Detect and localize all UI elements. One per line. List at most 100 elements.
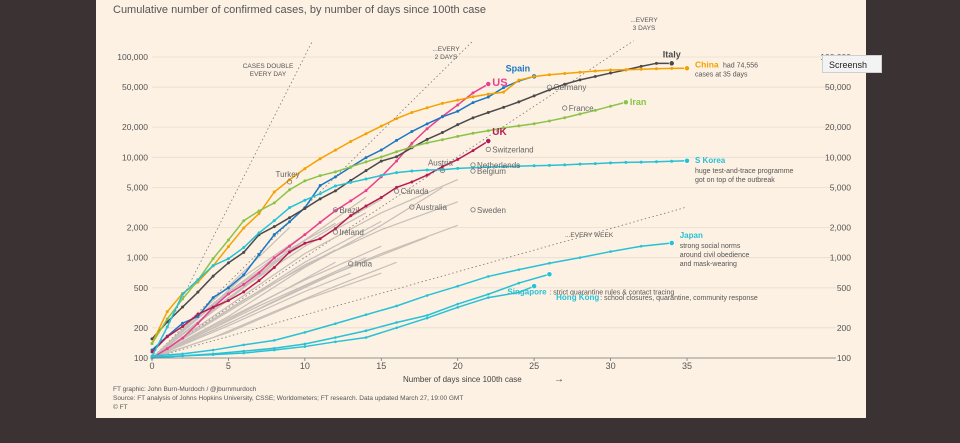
series-point-uk	[242, 290, 246, 294]
y-tick-label-left: 200	[134, 323, 148, 333]
series-point-china	[670, 66, 674, 70]
grey-label-france: France	[569, 104, 594, 113]
series-point-japan	[609, 250, 612, 253]
series-point-china	[486, 92, 490, 96]
series-point-us	[288, 244, 292, 248]
grey-label-netherlands: Netherlands	[477, 161, 520, 170]
series-point-japan	[211, 348, 215, 352]
series-point-us	[410, 141, 414, 145]
x-tick-label: 10	[300, 361, 310, 371]
series-point-japan	[639, 244, 643, 248]
screenshot-tab[interactable]: Screensh	[822, 55, 882, 73]
x-tick-label: 15	[376, 361, 386, 371]
series-point-italy	[425, 137, 429, 141]
series-point-italy	[440, 131, 444, 135]
series-point-italy	[303, 207, 307, 211]
series-point-japan	[517, 268, 521, 271]
series-point-china	[242, 226, 246, 230]
series-point-s-korea	[333, 184, 337, 188]
series-point-hong-kong	[456, 306, 460, 309]
series-point-japan	[425, 294, 429, 297]
series-label-singapore: Singapore	[507, 287, 547, 296]
x-tick-label: 0	[149, 361, 154, 371]
series-point-s-korea	[379, 173, 383, 177]
grey-endpoint-turkey	[286, 179, 293, 185]
series-point-singapore	[334, 336, 337, 339]
y-tick-label-right: 10,000	[825, 152, 851, 162]
series-point-singapore	[486, 292, 490, 296]
series-point-uk	[181, 325, 185, 329]
series-endpoint-italy	[668, 60, 675, 67]
x-tick-label: 35	[682, 361, 692, 371]
series-point-us	[471, 91, 475, 95]
y-tick-label-left: 2,000	[127, 222, 149, 232]
y-tick-label-left: 100	[134, 353, 148, 363]
grey-endpoint-canada	[393, 188, 400, 194]
series-point-iran	[226, 238, 230, 242]
series-point-spain	[486, 95, 490, 99]
series-point-us	[242, 282, 246, 286]
series-annotation-china: cases at 35 days	[695, 71, 748, 78]
series-point-spain	[410, 130, 414, 134]
series-point-uk	[410, 180, 414, 184]
grey-series-line	[151, 201, 458, 359]
series-point-s-korea	[226, 257, 230, 261]
series-point-italy	[379, 159, 383, 163]
grey-endpoint-switzerland	[485, 146, 491, 152]
grey-series-line	[151, 179, 458, 359]
grey-endpoint-india	[348, 261, 354, 267]
series-point-s-korea	[502, 165, 506, 169]
series-endpoint-s-korea	[684, 157, 690, 164]
series-annotation-singapore: : strict quarantine rules & contact trac…	[549, 289, 674, 296]
series-point-italy	[517, 100, 521, 104]
series-point-uk	[318, 237, 322, 241]
x-axis-label: Number of days since 100th case	[403, 375, 522, 384]
series-endpoint-us	[485, 81, 492, 87]
series-point-iran	[303, 179, 307, 183]
series-label-iran: Iran	[630, 97, 647, 107]
series-point-iran	[532, 122, 536, 126]
series-point-italy	[456, 123, 460, 127]
series-point-japan	[242, 343, 246, 347]
series-point-uk	[395, 185, 399, 189]
grey-label-australia: Australia	[416, 203, 448, 212]
series-point-us	[333, 209, 337, 213]
grey-series-line	[151, 272, 351, 359]
series-point-china	[379, 124, 383, 128]
x-tick-label: 30	[606, 361, 616, 371]
series-point-china	[547, 73, 551, 77]
series-point-iran	[211, 257, 215, 261]
series-point-china	[410, 110, 414, 114]
grey-label-india: India	[355, 260, 373, 269]
series-point-hong-kong	[486, 296, 490, 299]
series-point-spain	[425, 122, 429, 126]
series-point-uk	[196, 312, 200, 316]
series-point-s-korea	[181, 292, 185, 296]
series-point-italy	[532, 94, 536, 98]
series-annotation-hong-kong: : school closures, quarantine, community…	[600, 295, 758, 302]
series-point-hong-kong	[303, 345, 307, 348]
chart-panel: Cumulative number of confirmed cases, by…	[96, 0, 866, 418]
grey-series-line	[151, 236, 428, 359]
series-point-italy	[181, 305, 185, 309]
series-point-italy	[318, 197, 322, 201]
series-point-italy	[563, 82, 567, 86]
series-point-italy	[364, 169, 368, 173]
series-point-uk	[226, 299, 230, 303]
series-point-hong-kong	[211, 353, 215, 356]
series-point-s-korea	[303, 198, 307, 202]
series-endpoint-hong-kong	[531, 283, 538, 290]
grey-endpoint-sweden	[470, 207, 476, 213]
series-point-iran	[456, 134, 460, 138]
guide-label: ...EVERY	[630, 17, 658, 24]
series-point-china	[654, 67, 658, 71]
series-point-s-korea	[670, 159, 674, 163]
series-point-singapore	[456, 302, 460, 306]
grey-label-germany: Germany	[553, 83, 586, 92]
y-tick-label-left: 1,000	[127, 253, 149, 263]
series-point-iran	[440, 138, 444, 142]
series-point-s-korea	[517, 164, 521, 168]
series-point-japan	[303, 331, 307, 334]
series-point-s-korea	[624, 160, 628, 164]
series-point-china	[257, 212, 261, 216]
